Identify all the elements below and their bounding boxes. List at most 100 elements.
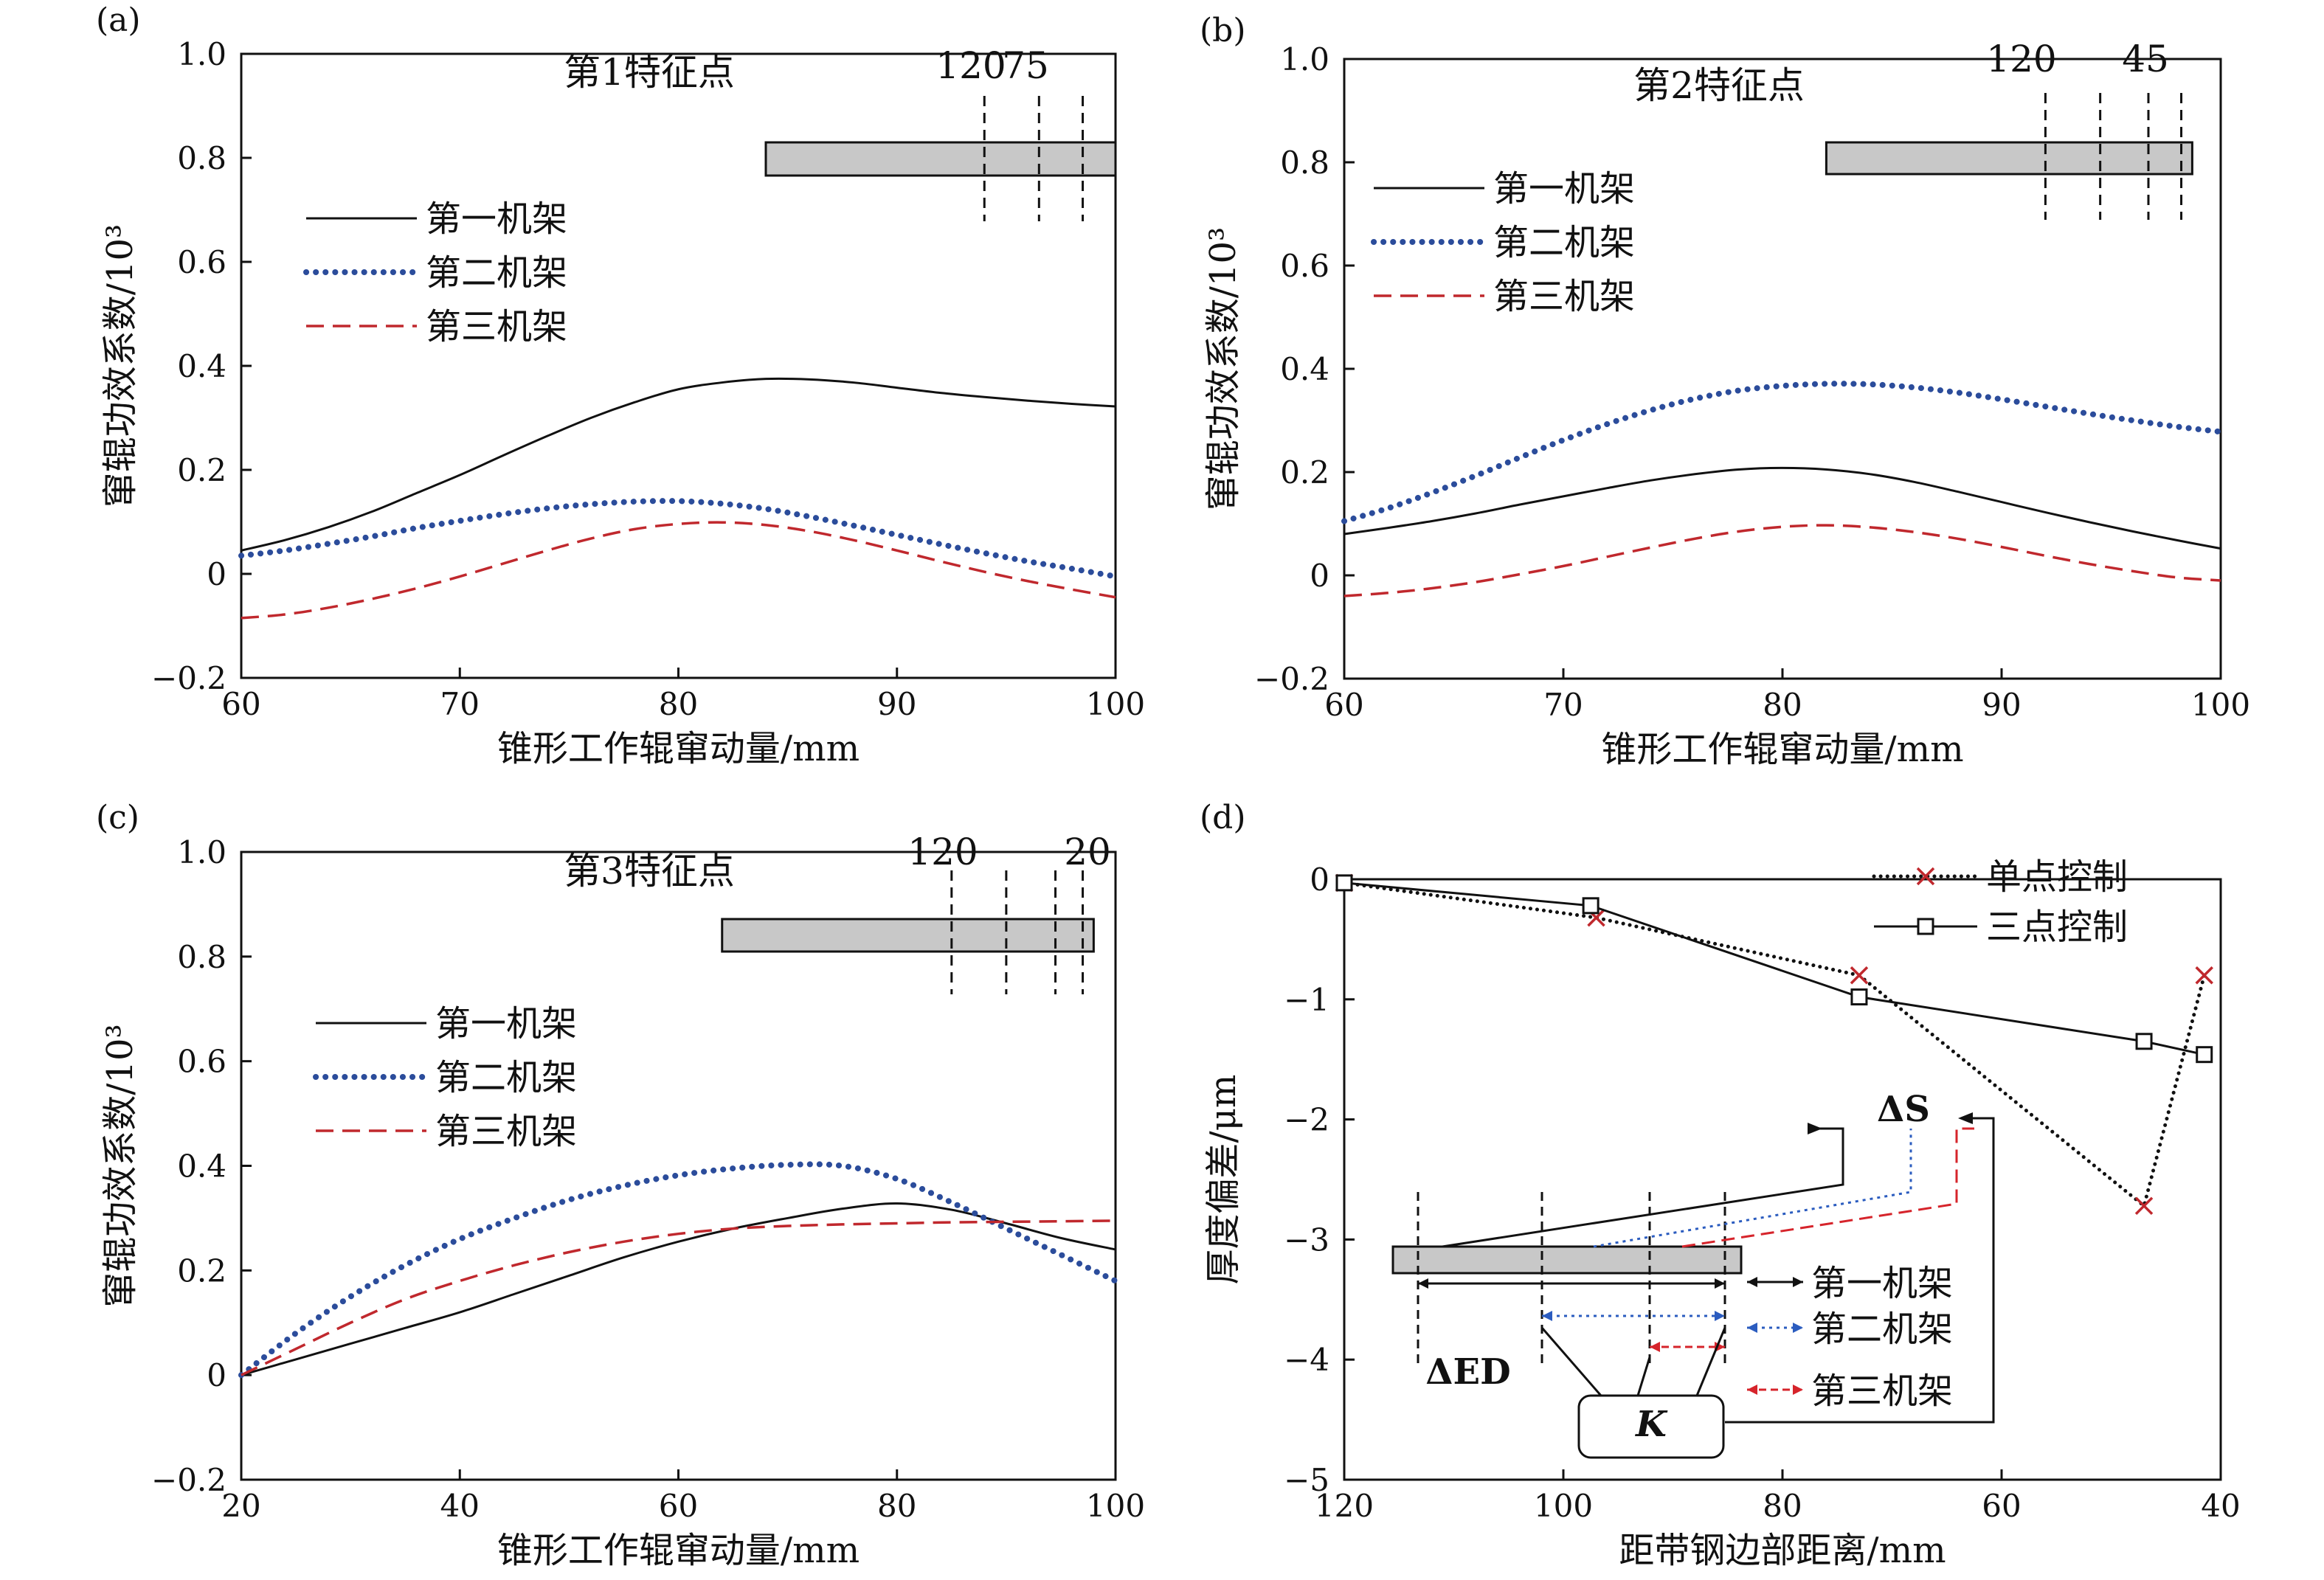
series-2-line (238, 1161, 1118, 1379)
square-marker (2135, 1033, 2153, 1050)
y-tick-label: −3 (1284, 1222, 1329, 1258)
y-tick-label: −0.2 (151, 1462, 226, 1498)
x-tick-label: 80 (877, 1488, 916, 1524)
series-3-line (1343, 524, 2221, 597)
k-label: K (1634, 1404, 1668, 1445)
panel-a: 60 70 80 90 100 −0.2 0 0.2 0.4 0.6 0.8 1.0 锥形工作辊窜动量/… (96, 1, 1145, 769)
feedback-line (1725, 1117, 1995, 1424)
y-tick-label: −4 (1284, 1342, 1329, 1378)
x-tick-label: 20 (221, 1488, 260, 1524)
k-input-line (1540, 1327, 1602, 1396)
strip-mark-label: 75 (1002, 44, 1049, 87)
legend-label: 三点控制 (1986, 907, 2128, 948)
legend-label: 第一机架 (426, 198, 567, 240)
strip-bar (1825, 141, 2193, 176)
legend-label: 第二机架 (426, 252, 567, 294)
x-tick-label: 100 (2191, 687, 2250, 723)
y-tick-label: 0.8 (177, 939, 226, 975)
x-tick-label: 100 (1086, 686, 1145, 722)
legend-label: 第一机架 (435, 1003, 577, 1044)
x-tick-label: 80 (1763, 1488, 1802, 1524)
series-1-line (241, 1202, 1116, 1376)
x-tick-label: 60 (659, 1488, 698, 1524)
y-tick-label: 1.0 (177, 36, 226, 72)
series-1-line (1343, 466, 2221, 550)
y-tick-label: −2 (1284, 1102, 1329, 1138)
y-axis-label: 窜辊功效系数/10³ (1203, 227, 1244, 511)
square-marker (1335, 874, 1353, 892)
series-3-line (241, 1219, 1116, 1376)
x-tick-label: 70 (440, 686, 480, 722)
x-tick-label: 100 (1086, 1488, 1145, 1524)
strip-mark-label: 120 (1986, 38, 2056, 80)
legend-label: 单点控制 (1986, 856, 2128, 898)
y-tick-label: 0.2 (1280, 454, 1329, 491)
y-tick-label: 0.6 (177, 1044, 226, 1080)
x-tick-label: 60 (1324, 687, 1363, 723)
x-tick-label: 90 (877, 686, 916, 722)
panel-label: (b) (1200, 12, 1246, 49)
x-marker (1850, 966, 1869, 985)
stand-label: 第一机架 (1811, 1263, 1953, 1304)
k-input-line (1695, 1327, 1726, 1396)
feature-point-title: 第3特征点 (564, 850, 735, 893)
y-tick-label: 0.4 (177, 348, 226, 384)
strip-mark-label: 120 (907, 831, 978, 873)
y-tick-label: 0 (207, 1357, 226, 1393)
delta-ed-label: ΔED (1425, 1351, 1510, 1393)
x-axis-label: 锥形工作辊窜动量/mm (1601, 729, 1963, 770)
stand-label: 第三机架 (1811, 1371, 1953, 1412)
legend-label: 第三机架 (435, 1111, 577, 1152)
y-axis-label: 窜辊功效系数/10³ (100, 1024, 141, 1308)
y-tick-label: 0.6 (1280, 248, 1329, 284)
panel-label: (a) (96, 1, 141, 39)
profile-line-2 (1593, 1129, 1912, 1248)
y-tick-label: 0 (207, 556, 226, 592)
series-2-line (238, 498, 1118, 580)
x-tick-label: 80 (1763, 687, 1802, 723)
x-axis-label: 距带钢边部距离/mm (1619, 1530, 1946, 1571)
x-tick-label: 100 (1534, 1488, 1593, 1524)
k-input-line (1636, 1356, 1651, 1396)
x-marker (2134, 1196, 2154, 1216)
y-tick-label: −1 (1284, 982, 1329, 1018)
panel-c: 20 40 60 80 100 −0.2 0 0.2 0.4 0.6 0.8 1.0 锥形工作辊窜动量/… (96, 799, 1145, 1571)
y-axis-label: 厚度偏差/μm (1203, 1075, 1244, 1285)
x-tick-label: 40 (440, 1488, 480, 1524)
y-tick-label: 0.2 (177, 452, 226, 488)
y-tick-label: 1.0 (177, 834, 226, 870)
panel-label: (c) (96, 799, 139, 836)
profile-line-3 (1681, 1127, 1974, 1248)
x-tick-label: 80 (659, 686, 698, 722)
strip-bar (721, 918, 1095, 953)
arrowhead (1958, 1112, 1973, 1124)
legend-square-marker (1917, 918, 1934, 935)
series-2-line (1341, 381, 2224, 524)
feature-point-title: 第2特征点 (1633, 64, 1805, 107)
square-marker (1582, 897, 1600, 915)
y-tick-label: 0.4 (177, 1148, 226, 1185)
y-tick-label: 0.8 (177, 140, 226, 176)
y-tick-label: 0.2 (177, 1252, 226, 1289)
square-marker (2196, 1046, 2213, 1064)
legend-label: 第二机架 (1493, 222, 1635, 263)
strip-mark-label: 20 (1064, 831, 1111, 873)
y-tick-label: 0.4 (1280, 351, 1329, 387)
stand-2-arrow-heads (1747, 1323, 1803, 1333)
x-tick-label: 40 (2201, 1488, 2240, 1524)
x-tick-label: 90 (1982, 687, 2021, 723)
stand-label: 第二机架 (1811, 1309, 1953, 1350)
y-tick-label: −0.2 (151, 660, 226, 696)
delta-s-label: ΔS (1877, 1089, 1930, 1130)
square-marker (1850, 988, 1868, 1006)
x-axis-label: 锥形工作辊窜动量/mm (497, 1530, 860, 1571)
series-1-line (241, 377, 1116, 552)
legend-label: 第三机架 (1493, 276, 1635, 317)
legend-label: 第一机架 (1493, 168, 1635, 209)
y-tick-label: 1.0 (1280, 41, 1329, 77)
y-tick-label: 0.8 (1280, 145, 1329, 181)
x-tick-label: 60 (1982, 1488, 2021, 1524)
y-tick-label: 0 (1310, 558, 1329, 594)
